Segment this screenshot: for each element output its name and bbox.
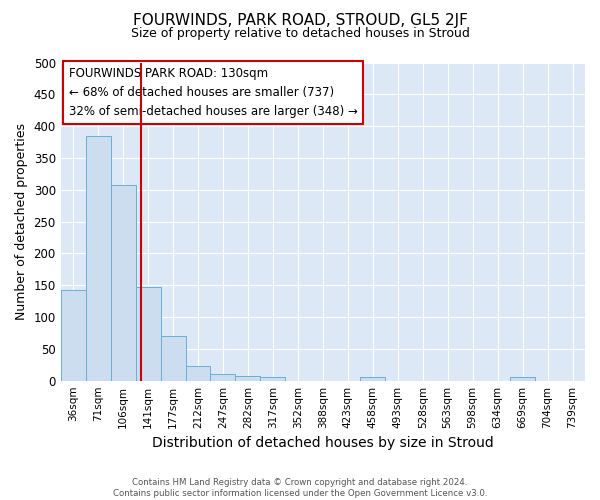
Bar: [161, 336, 185, 380]
Bar: [510, 378, 535, 380]
X-axis label: Distribution of detached houses by size in Stroud: Distribution of detached houses by size …: [152, 436, 494, 450]
Bar: [211, 374, 235, 380]
Text: Size of property relative to detached houses in Stroud: Size of property relative to detached ho…: [131, 28, 469, 40]
Bar: [260, 378, 286, 380]
Y-axis label: Number of detached properties: Number of detached properties: [15, 123, 28, 320]
Bar: [360, 378, 385, 380]
Bar: [136, 287, 161, 380]
Bar: [185, 366, 211, 380]
Text: FOURWINDS PARK ROAD: 130sqm
← 68% of detached houses are smaller (737)
32% of se: FOURWINDS PARK ROAD: 130sqm ← 68% of det…: [68, 68, 358, 118]
Text: Contains HM Land Registry data © Crown copyright and database right 2024.
Contai: Contains HM Land Registry data © Crown c…: [113, 478, 487, 498]
Bar: [86, 136, 110, 380]
Bar: [110, 184, 136, 380]
Text: FOURWINDS, PARK ROAD, STROUD, GL5 2JF: FOURWINDS, PARK ROAD, STROUD, GL5 2JF: [133, 12, 467, 28]
Bar: [235, 376, 260, 380]
Bar: [61, 290, 86, 380]
